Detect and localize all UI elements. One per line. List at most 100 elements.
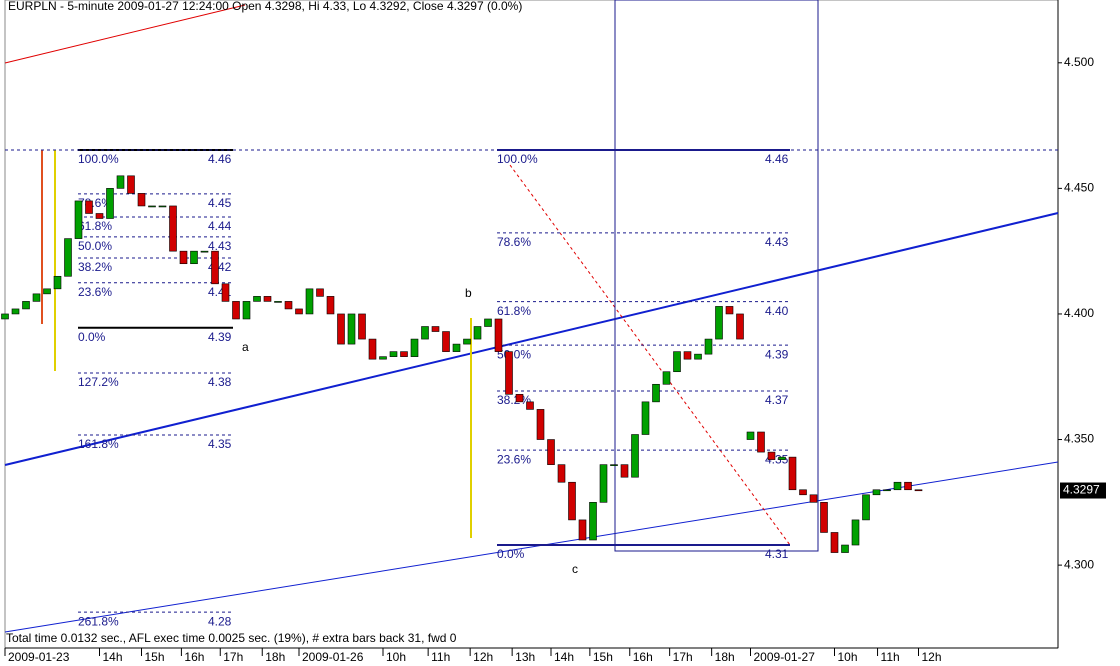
candle bbox=[872, 489, 881, 496]
fib-price: 4.40 bbox=[765, 304, 789, 318]
x-tick-label: 17h bbox=[223, 650, 243, 664]
candle bbox=[85, 200, 93, 214]
candle bbox=[799, 489, 807, 496]
candle bbox=[106, 188, 114, 219]
y-tick-label: 4.350 bbox=[1064, 432, 1094, 446]
candle bbox=[379, 356, 387, 360]
trend-line bbox=[509, 164, 791, 546]
fib-price: 4.35 bbox=[208, 437, 232, 451]
candle bbox=[662, 371, 671, 385]
candle bbox=[169, 205, 177, 252]
fib-price: 4.46 bbox=[765, 152, 789, 166]
candle bbox=[778, 456, 786, 460]
candle bbox=[43, 288, 51, 295]
candle bbox=[484, 318, 492, 327]
candle bbox=[547, 439, 555, 465]
candle bbox=[715, 306, 723, 340]
candle bbox=[452, 343, 461, 352]
candle bbox=[610, 464, 618, 466]
candle bbox=[253, 296, 261, 302]
x-tick-label: 11h bbox=[431, 650, 450, 664]
trend-line bbox=[4, 4, 246, 64]
fib-percent: 100.0% bbox=[497, 152, 538, 166]
trend-line bbox=[4, 461, 1059, 633]
fib-price: 4.46 bbox=[208, 152, 232, 166]
candle bbox=[179, 250, 188, 265]
candle bbox=[893, 481, 902, 491]
fib-percent: 0.0% bbox=[78, 330, 106, 344]
candle bbox=[95, 213, 104, 219]
candle bbox=[830, 532, 839, 553]
chart-title: EURPLN - 5-minute 2009-01-27 12:24:00 Op… bbox=[8, 0, 522, 13]
candle bbox=[284, 301, 293, 310]
fib-layer: 100.0% 4.46 78.6% 4.45 61.8% 4.44 50.0% 4.43 38.… bbox=[5, 148, 1058, 628]
candle bbox=[757, 431, 765, 453]
candle bbox=[116, 175, 125, 189]
candle bbox=[652, 383, 660, 403]
candle bbox=[22, 301, 30, 310]
y-tick-label: 4.300 bbox=[1064, 557, 1094, 571]
candles bbox=[1, 175, 923, 553]
candle bbox=[694, 353, 702, 360]
candle bbox=[400, 351, 408, 357]
candle bbox=[190, 250, 198, 265]
fib-price: 4.45 bbox=[208, 196, 232, 210]
candle bbox=[1, 313, 9, 320]
wave-label: b bbox=[465, 286, 472, 300]
x-tick-label: 17h bbox=[673, 650, 693, 664]
candle bbox=[358, 313, 366, 340]
candle bbox=[11, 308, 20, 315]
fib-percent: 100.0% bbox=[78, 152, 119, 166]
x-tick-label: 10h bbox=[838, 650, 858, 664]
candle bbox=[620, 464, 629, 478]
candle bbox=[809, 494, 818, 503]
x-tick-label: 16h bbox=[633, 650, 653, 664]
last-price-box bbox=[1060, 482, 1106, 499]
x-tick-label: 14h bbox=[554, 650, 574, 664]
fib-percent: 61.8% bbox=[497, 304, 531, 318]
fib-price: 4.28 bbox=[208, 614, 232, 628]
candle bbox=[851, 519, 860, 546]
candle bbox=[494, 318, 503, 352]
fib-price: 4.39 bbox=[208, 330, 232, 344]
candle bbox=[263, 296, 272, 302]
fib-price: 4.39 bbox=[765, 347, 789, 361]
y-tick-label: 4.400 bbox=[1064, 306, 1094, 320]
fib-percent: 161.8% bbox=[78, 437, 119, 451]
candle bbox=[232, 301, 240, 320]
candle bbox=[337, 313, 345, 345]
candle bbox=[389, 351, 398, 357]
candle bbox=[788, 456, 797, 491]
x-tick-label: 18h bbox=[715, 650, 735, 664]
candle bbox=[568, 481, 576, 521]
candle bbox=[704, 338, 713, 355]
x-tick-label: 10h bbox=[386, 650, 406, 664]
candle bbox=[305, 288, 314, 315]
x-tick-label: 15h bbox=[145, 650, 165, 664]
candle bbox=[841, 544, 849, 553]
last-price-label: 4.3297 bbox=[1063, 483, 1100, 497]
x-tick-label: 2009-01-26 bbox=[302, 650, 364, 664]
x-tick-label: 14h bbox=[103, 650, 123, 664]
candle bbox=[274, 301, 282, 303]
candle bbox=[883, 489, 891, 492]
x-tick-label: 15h bbox=[593, 650, 613, 664]
x-tick-label: 2009-01-27 bbox=[754, 650, 816, 664]
candle bbox=[316, 288, 324, 297]
candle bbox=[820, 502, 828, 533]
candle bbox=[421, 326, 429, 340]
candle bbox=[904, 481, 912, 491]
candle bbox=[442, 331, 450, 352]
y-tick-label: 4.500 bbox=[1064, 55, 1094, 69]
wave-label: a bbox=[242, 340, 249, 354]
fib-percent: 23.6% bbox=[78, 285, 112, 299]
candle bbox=[148, 205, 156, 208]
candle bbox=[683, 351, 692, 360]
x-tick-label: 13h bbox=[515, 650, 535, 664]
candle bbox=[515, 394, 524, 403]
candle bbox=[32, 293, 41, 302]
candle bbox=[767, 451, 776, 460]
candle bbox=[473, 326, 482, 340]
time-box bbox=[614, 0, 819, 552]
fib-price: 4.44 bbox=[208, 219, 232, 233]
